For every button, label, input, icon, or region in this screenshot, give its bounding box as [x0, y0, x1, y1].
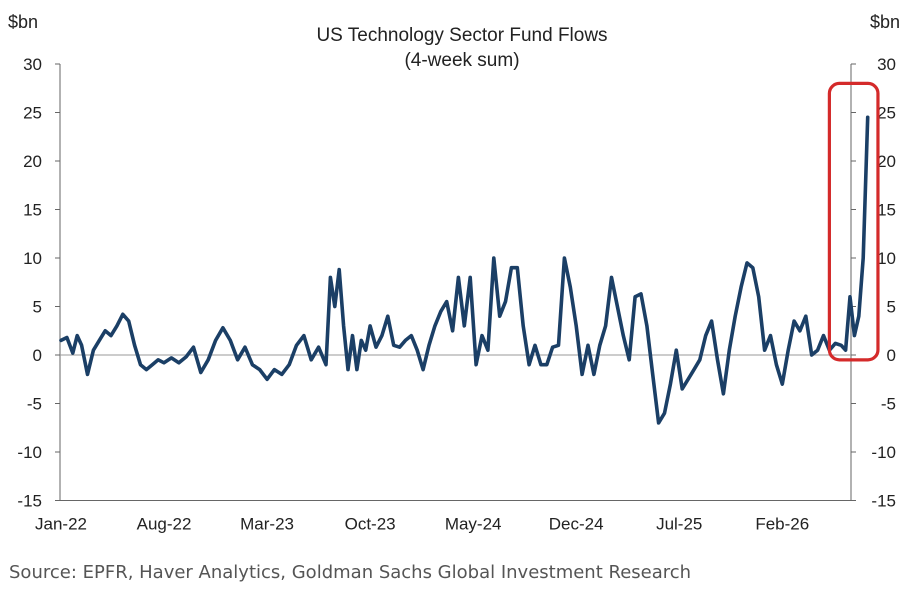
y-tick-label-right: 15	[877, 201, 896, 220]
plot-area: 30 30 25 25 20 20 15 15 10 10 5 5 0 0 -5 -5 -10 -10 -15 -15…	[17, 55, 896, 534]
y-tick-label-right: 0	[887, 346, 896, 365]
y-tick-label-left: 30	[23, 55, 42, 74]
x-tick-label: Jul-25	[656, 515, 702, 534]
x-tick-label: Aug-22	[137, 515, 192, 534]
y-tick-label-left: -5	[27, 395, 42, 414]
y-tick-label-left: 5	[33, 298, 42, 317]
x-tick-label: Dec-24	[549, 515, 604, 534]
right-unit-label: $bn	[870, 12, 900, 32]
y-tick-label-right: -10	[871, 443, 896, 462]
left-unit-label: $bn	[8, 12, 38, 32]
x-tick-label: Mar-23	[240, 515, 294, 534]
y-tick-label-left: 0	[33, 346, 42, 365]
x-tick-label: May-24	[445, 515, 502, 534]
y-tick-label-right: 20	[877, 152, 896, 171]
source-note: Source: EPFR, Haver Analytics, Goldman S…	[9, 562, 692, 583]
y-tick-label-left: -15	[17, 492, 42, 511]
y-tick-label-left: 10	[23, 249, 42, 268]
y-tick-label-right: 30	[877, 55, 896, 74]
chart-title: US Technology Sector Fund Flows	[316, 25, 607, 46]
x-tick-label: Jan-22	[35, 515, 87, 534]
chart-subtitle: (4-week sum)	[404, 50, 519, 71]
y-tick-label-left: 15	[23, 201, 42, 220]
y-tick-label-left: -10	[17, 443, 42, 462]
x-tick-label: Feb-26	[755, 515, 809, 534]
chart: US Technology Sector Fund Flows (4-week …	[8, 12, 900, 534]
y-tick-label-right: 10	[877, 249, 896, 268]
y-tick-label-right: 25	[877, 104, 896, 123]
highlight-box	[827, 81, 880, 362]
x-tick-label: Oct-23	[345, 515, 396, 534]
y-tick-label-right: -5	[881, 395, 896, 414]
y-tick-label-left: 20	[23, 152, 42, 171]
series-line	[59, 115, 870, 425]
y-tick-label-right: 5	[887, 298, 896, 317]
y-tick-label-right: -15	[871, 492, 896, 511]
y-tick-label-left: 25	[23, 104, 42, 123]
